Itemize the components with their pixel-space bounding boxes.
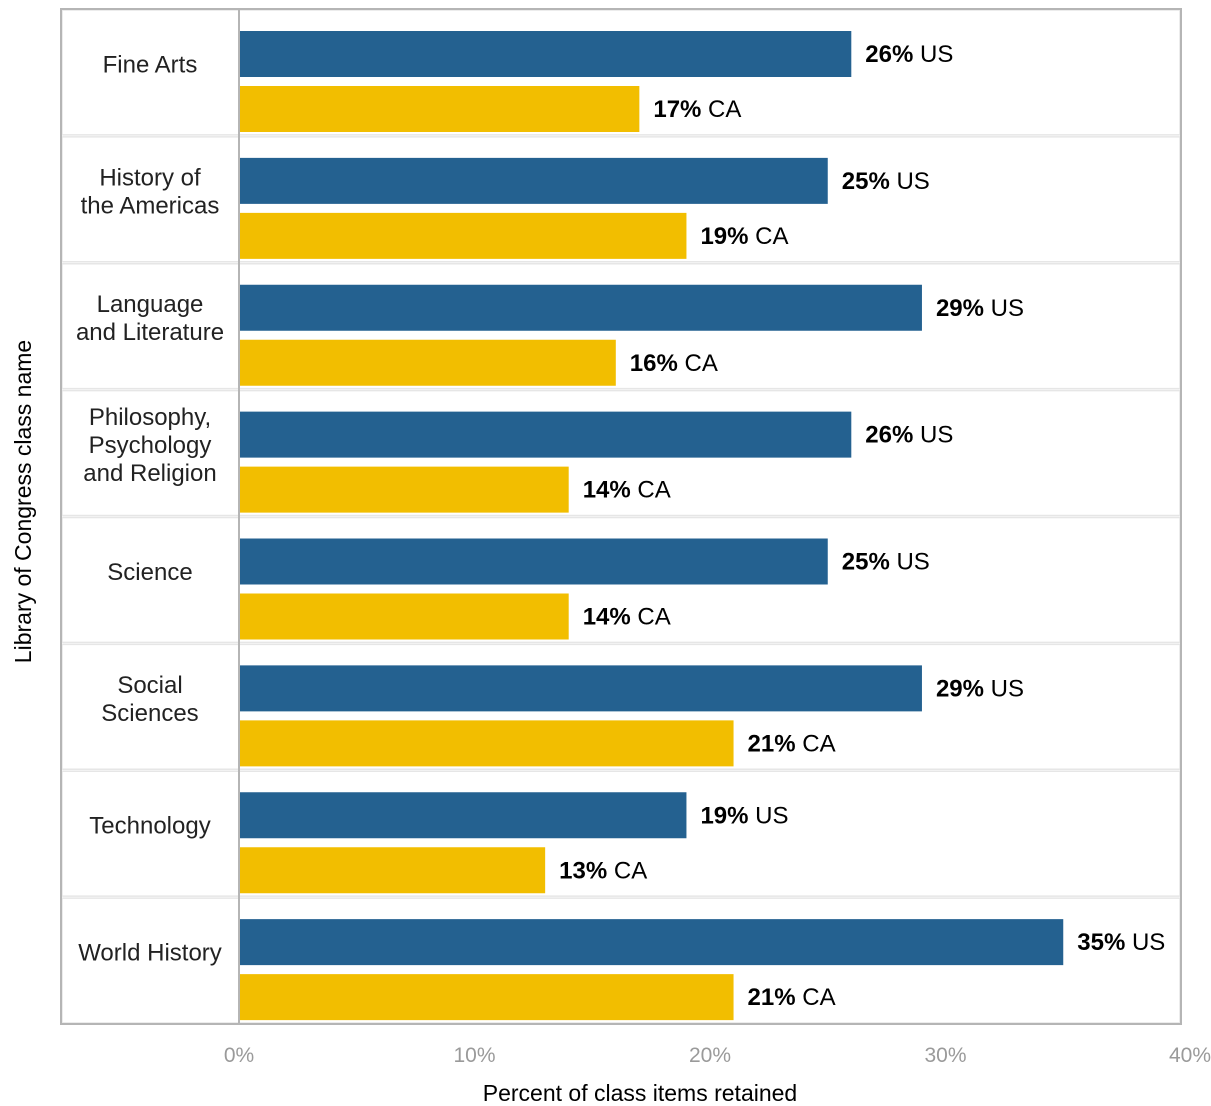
- value-label-us: 29% US: [936, 675, 1024, 702]
- plot-frame: [60, 8, 1182, 1025]
- value-series-name: CA: [796, 730, 836, 757]
- value-series-name: CA: [631, 477, 671, 504]
- value-series-name: US: [890, 549, 930, 576]
- bar-ca: [239, 466, 569, 513]
- value-label-us: 25% US: [842, 168, 930, 195]
- x-tick-label: 30%: [924, 1044, 966, 1067]
- value-number: 14%: [583, 477, 631, 504]
- category-label: Science: [107, 559, 192, 586]
- category-label: Social Sciences: [101, 672, 198, 727]
- value-label-ca: 17% CA: [653, 96, 741, 123]
- value-label-ca: 21% CA: [748, 984, 836, 1011]
- category-label-line: Social: [117, 672, 182, 699]
- x-tick-labels: 0% 10% 20% 30% 40%: [224, 1044, 1211, 1067]
- category-label-line: the Americas: [81, 192, 220, 219]
- value-number: 26%: [865, 41, 913, 68]
- value-series-name: CA: [748, 223, 788, 250]
- value-number: 35%: [1077, 929, 1125, 956]
- value-number: 16%: [630, 350, 678, 377]
- category-label-line: Technology: [89, 813, 210, 840]
- category-label: Fine Arts: [103, 51, 198, 78]
- value-series-name: US: [890, 168, 930, 195]
- x-tick-label: 0%: [224, 1044, 254, 1067]
- value-number: 26%: [865, 422, 913, 449]
- value-label-us: 29% US: [936, 295, 1024, 322]
- value-label-ca: 13% CA: [559, 857, 647, 884]
- category-label-line: Science: [107, 559, 192, 586]
- category-label: Philosophy, Psychology and Religion: [83, 404, 216, 487]
- value-series-name: US: [984, 295, 1024, 322]
- category-label-line: Philosophy,: [89, 404, 211, 431]
- value-label-ca: 14% CA: [583, 604, 671, 631]
- x-tick-label: 40%: [1169, 1044, 1211, 1067]
- category-label-line: Fine Arts: [103, 51, 198, 78]
- value-series-name: CA: [607, 857, 647, 884]
- value-label-us: 35% US: [1077, 929, 1165, 956]
- bar-ca: [239, 212, 687, 259]
- value-number: 25%: [842, 549, 890, 576]
- value-number: 14%: [583, 604, 631, 631]
- value-number: 19%: [700, 802, 748, 829]
- category-label-line: History of: [99, 164, 201, 191]
- value-label-ca: 21% CA: [748, 730, 836, 757]
- value-number: 25%: [842, 168, 890, 195]
- bar-us: [239, 792, 687, 839]
- bar-us: [239, 411, 852, 458]
- value-number: 19%: [700, 223, 748, 250]
- value-number: 21%: [748, 984, 796, 1011]
- value-number: 13%: [559, 857, 607, 884]
- value-series-name: US: [1125, 929, 1165, 956]
- bar-us: [239, 284, 922, 331]
- bar-ca: [239, 339, 616, 386]
- category-label-line: and Literature: [76, 319, 224, 346]
- bar-us: [239, 919, 1064, 966]
- bar-us: [239, 665, 922, 712]
- bar-us: [239, 538, 828, 585]
- category-label-line: Sciences: [101, 700, 198, 727]
- value-series-name: US: [913, 41, 953, 68]
- value-series-name: US: [913, 422, 953, 449]
- value-number: 21%: [748, 730, 796, 757]
- category-label: World History: [78, 940, 222, 967]
- value-label-us: 19% US: [700, 802, 788, 829]
- value-label-ca: 19% CA: [700, 223, 788, 250]
- category-label-line: and Religion: [83, 460, 216, 487]
- category-label: Technology: [89, 813, 210, 840]
- value-number: 29%: [936, 295, 984, 322]
- value-label-ca: 16% CA: [630, 350, 718, 377]
- value-series-name: US: [984, 675, 1024, 702]
- x-tick-label: 10%: [453, 1044, 495, 1067]
- category-label-line: World History: [78, 940, 222, 967]
- bar-ca: [239, 86, 640, 132]
- category-label-line: Psychology: [89, 432, 212, 459]
- bar-ca: [239, 720, 734, 767]
- value-label-us: 25% US: [842, 549, 930, 576]
- value-series-name: US: [748, 802, 788, 829]
- bar-us: [239, 31, 852, 77]
- value-series-name: CA: [701, 96, 741, 123]
- value-label-ca: 14% CA: [583, 477, 671, 504]
- y-axis-title: Library of Congress class name: [10, 340, 36, 663]
- value-series-name: CA: [796, 984, 836, 1011]
- x-axis-title: Percent of class items retained: [483, 1080, 797, 1106]
- value-number: 17%: [653, 96, 701, 123]
- x-tick-label: 20%: [689, 1044, 731, 1067]
- value-series-name: CA: [678, 350, 718, 377]
- value-series-name: CA: [631, 604, 671, 631]
- value-label-us: 26% US: [865, 422, 953, 449]
- bar-us: [239, 157, 828, 204]
- category-label-line: Language: [97, 291, 204, 318]
- bars-layer: [239, 31, 1064, 1021]
- category-label: Language and Literature: [76, 291, 224, 346]
- category-label: History of the Americas: [81, 164, 220, 219]
- bar-ca: [239, 593, 569, 640]
- value-number: 29%: [936, 675, 984, 702]
- value-label-us: 26% US: [865, 41, 953, 68]
- bar-ca: [239, 974, 734, 1021]
- bar-ca: [239, 847, 546, 894]
